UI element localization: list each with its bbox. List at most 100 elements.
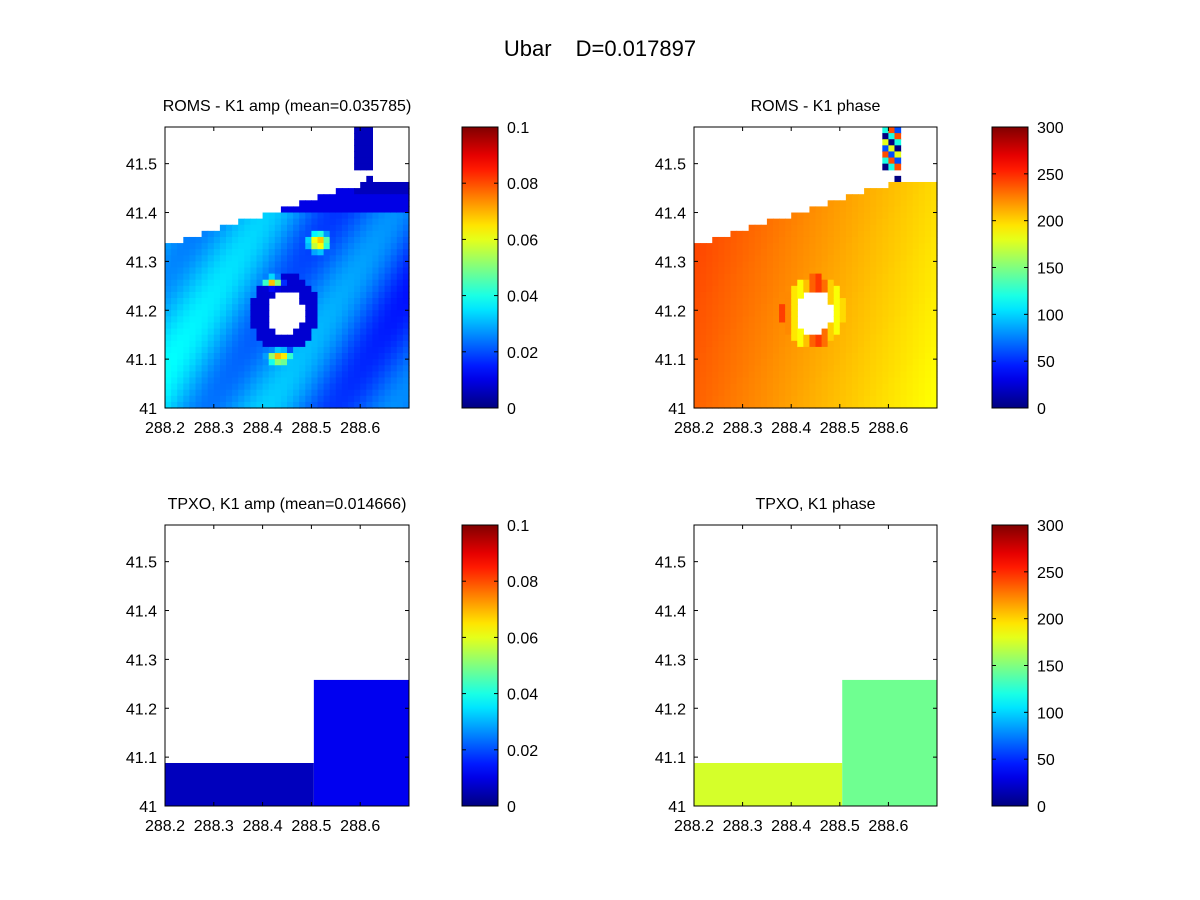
roms-phase-cell	[760, 291, 768, 299]
roms-amp-cell	[232, 365, 239, 372]
roms-amp-cell	[274, 383, 282, 391]
roms-amp-cell	[183, 298, 190, 305]
roms-amp-cell	[232, 389, 239, 397]
roms-amp-cell	[213, 304, 221, 311]
roms-phase-cell	[736, 285, 744, 293]
roms-phase-cell	[882, 285, 889, 293]
roms-amp-cell	[189, 395, 197, 403]
roms-phase-cell	[779, 322, 786, 330]
roms-phase-cell	[766, 230, 774, 238]
roms-amp-cell	[396, 236, 404, 244]
roms-amp-cell	[262, 377, 270, 385]
roms-phase-cell	[730, 322, 738, 330]
roms-amp-cell	[177, 273, 184, 281]
roms-amp-cell	[268, 279, 276, 287]
roms-amp-cell	[256, 401, 264, 409]
roms-phase-cell	[930, 188, 938, 195]
roms-amp-cell	[171, 291, 178, 299]
roms-amp-cell	[317, 243, 325, 250]
roms-amp-cell	[244, 230, 251, 238]
roms-phase-cell	[797, 236, 804, 244]
roms-phase-cell	[712, 353, 719, 360]
roms-phase-cell	[930, 279, 938, 287]
roms-amp-cell	[378, 261, 386, 269]
roms-amp-cell	[262, 389, 270, 397]
roms-phase-cell	[851, 377, 859, 385]
roms-phase-cell	[845, 389, 853, 397]
axes-frame	[164, 126, 410, 409]
roms-amp-cell	[226, 328, 233, 336]
roms-amp-cell	[402, 328, 410, 336]
roms-amp-cell	[195, 285, 203, 293]
roms-amp-cell	[207, 401, 215, 409]
roms-phase-cell	[821, 365, 829, 372]
roms-amp-cell	[311, 353, 319, 360]
roms-amp-cell	[372, 322, 380, 330]
roms-phase-cell	[718, 267, 725, 275]
roms-phase-cell	[876, 255, 883, 262]
roms-phase-cell	[730, 298, 738, 305]
roms-amp-cell	[354, 285, 361, 293]
roms-phase-cell	[858, 291, 865, 299]
roms-phase-cell	[772, 322, 780, 330]
roms-phase-cell	[772, 328, 780, 336]
roms-amp-cell	[189, 310, 197, 317]
roms-phase-cell	[748, 346, 756, 354]
roms-amp-cell	[360, 353, 367, 360]
roms-amp-cell	[201, 316, 209, 324]
roms-phase-cell	[858, 267, 865, 275]
roms-amp-cell	[238, 255, 245, 262]
roms-phase-cell	[803, 334, 811, 342]
roms-amp-cell	[323, 353, 331, 360]
roms-amp-cell	[354, 133, 361, 140]
roms-amp-cell	[366, 291, 373, 299]
roms-amp-cell	[256, 389, 264, 397]
roms-phase-cell	[779, 316, 786, 324]
roms-phase-cell	[833, 359, 841, 366]
roms-phase-cell	[760, 401, 768, 409]
roms-phase-cell	[736, 322, 744, 330]
roms-phase-cell	[772, 261, 780, 269]
roms-phase-cell	[888, 194, 896, 201]
roms-phase-cell	[772, 371, 780, 379]
roms-amp-cell	[317, 230, 325, 238]
roms-amp-cell	[305, 273, 312, 281]
roms-phase-cell	[876, 261, 883, 269]
roms-phase-cell	[700, 383, 707, 391]
roms-phase-cell	[803, 261, 811, 269]
roms-amp-cell	[348, 377, 355, 385]
roms-amp-cell	[390, 230, 398, 238]
roms-phase-cell	[888, 200, 896, 208]
roms-phase-cell	[700, 359, 707, 366]
roms-phase-cell	[815, 395, 823, 403]
roms-amp-cell	[287, 224, 294, 232]
roms-phase-cell	[894, 188, 902, 195]
roms-amp-cell	[299, 206, 306, 214]
x-tick-label: 288.3	[723, 818, 763, 835]
roms-phase-cell	[858, 285, 865, 293]
roms-amp-cell	[360, 389, 367, 397]
roms-phase-cell	[736, 383, 744, 391]
roms-amp-cell	[226, 346, 233, 354]
roms-amp-cell	[311, 206, 319, 214]
roms-amp-cell	[317, 334, 325, 342]
roms-amp-cell	[256, 291, 264, 299]
roms-phase-cell	[845, 273, 853, 281]
roms-amp-cell	[287, 218, 294, 226]
roms-amp-cell	[305, 389, 312, 397]
roms-phase-cell	[724, 236, 732, 244]
roms-phase-cell	[924, 346, 932, 354]
roms-amp-cell	[274, 212, 282, 220]
roms-phase-cell	[766, 340, 774, 348]
roms-phase-cell	[888, 133, 896, 140]
roms-phase-cell	[706, 285, 713, 293]
roms-amp-cell	[287, 243, 294, 250]
roms-phase-cell	[882, 243, 889, 250]
roms-phase-cell	[894, 389, 902, 397]
roms-phase-cell	[870, 304, 877, 311]
roms-amp-cell	[317, 359, 325, 366]
roms-phase-cell	[766, 243, 774, 250]
roms-phase-cell	[706, 249, 713, 256]
roms-phase-cell	[888, 316, 896, 324]
roms-phase-cell	[924, 267, 932, 275]
